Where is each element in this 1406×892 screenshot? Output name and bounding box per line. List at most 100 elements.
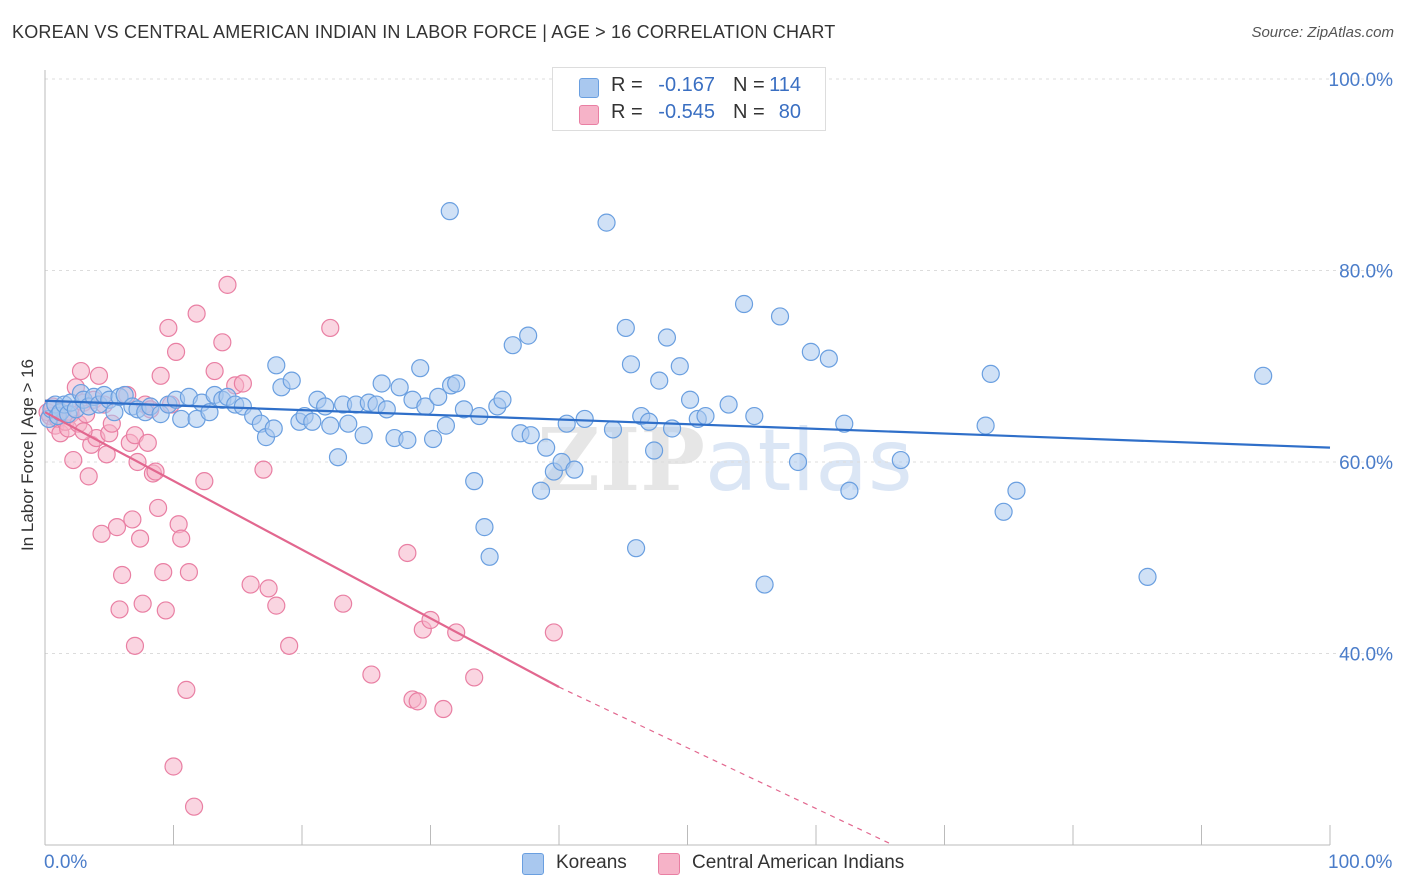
- r-label: R =: [611, 101, 643, 123]
- data-point: [390, 378, 409, 397]
- data-point: [755, 575, 774, 594]
- data-point: [177, 680, 196, 699]
- y-tick-label: 100.0%: [1329, 70, 1394, 91]
- data-point: [770, 307, 790, 326]
- data-point: [519, 326, 538, 345]
- data-point: [423, 429, 443, 449]
- data-point: [1138, 567, 1157, 587]
- data-point: [267, 356, 286, 375]
- data-point: [112, 565, 132, 585]
- data-point: [328, 448, 348, 467]
- data-point: [172, 409, 191, 429]
- central-american-indians-swatch: [658, 853, 680, 875]
- y-tick-labels: 40.0% 60.0% 80.0% 100.0%: [1329, 70, 1394, 666]
- data-point: [166, 342, 186, 361]
- data-point: [644, 441, 664, 460]
- data-point: [321, 416, 340, 435]
- data-point: [233, 374, 252, 393]
- stats-row-koreans: R = -0.167 N = 114: [553, 74, 825, 102]
- data-point: [259, 579, 278, 598]
- data-point: [280, 636, 299, 655]
- n-value: 80: [778, 101, 801, 123]
- central-american-indians-swatch: [579, 105, 599, 125]
- trend-lines: [44, 399, 1331, 846]
- data-point: [440, 202, 459, 221]
- data-point: [1007, 481, 1026, 500]
- data-point: [71, 361, 91, 381]
- n-label: N =: [733, 101, 765, 123]
- data-point: [531, 481, 551, 500]
- source-credit: Source: ZipAtlas.com: [1251, 24, 1394, 41]
- data-point: [429, 387, 448, 406]
- data-point: [316, 397, 335, 416]
- data-point: [130, 529, 150, 548]
- data-point: [105, 403, 124, 422]
- data-point: [187, 304, 206, 323]
- koreans-swatch: [579, 78, 599, 98]
- data-point: [408, 692, 427, 711]
- data-point: [254, 460, 273, 479]
- axes: [44, 70, 1331, 846]
- data-point: [213, 333, 232, 352]
- n-value: 114: [769, 74, 801, 96]
- data-point: [151, 366, 170, 385]
- data-point: [148, 498, 168, 518]
- grid-lines: [45, 78, 1392, 654]
- data-point: [465, 472, 484, 491]
- data-point: [107, 518, 127, 537]
- data-point: [303, 412, 322, 431]
- data-point: [89, 366, 109, 385]
- data-point: [565, 460, 584, 479]
- data-point: [241, 575, 260, 594]
- data-point: [377, 400, 396, 419]
- data-point: [321, 318, 340, 338]
- data-point: [454, 400, 474, 419]
- data-point: [597, 213, 616, 232]
- data-point: [79, 467, 98, 486]
- data-point: [819, 349, 838, 368]
- stats-row-central-american-indians: R = -0.545 N = 80: [553, 101, 825, 129]
- data-point: [339, 414, 358, 433]
- data-point: [465, 668, 484, 687]
- data-point: [205, 361, 224, 381]
- trend-line: [44, 411, 560, 688]
- data-point: [670, 357, 689, 376]
- data-point: [398, 543, 417, 563]
- x-tick-label-max: 100.0%: [1328, 852, 1393, 873]
- data-point: [696, 406, 715, 426]
- data-point: [179, 563, 199, 582]
- data-point: [411, 359, 430, 378]
- data-point: [480, 547, 499, 566]
- koreans-swatch: [522, 853, 544, 875]
- n-label: N =: [733, 74, 765, 96]
- data-point: [154, 563, 173, 582]
- data-point: [195, 472, 214, 491]
- stats-legend: R = -0.167 N = 114 R = -0.545 N = 80: [552, 67, 826, 131]
- y-tick-label: 60.0%: [1339, 453, 1393, 474]
- data-point: [503, 336, 522, 355]
- data-point: [282, 371, 301, 390]
- data-point: [398, 430, 417, 450]
- data-point: [626, 539, 646, 558]
- data-point: [334, 594, 353, 613]
- data-point: [981, 364, 1000, 384]
- data-point: [575, 409, 594, 429]
- data-point: [801, 342, 820, 361]
- data-point: [976, 416, 995, 435]
- data-point: [267, 596, 286, 615]
- data-point: [92, 524, 111, 543]
- data-point: [475, 518, 494, 537]
- data-point: [544, 623, 563, 642]
- x-tick-label-min: 0.0%: [44, 852, 88, 873]
- data-point: [616, 318, 635, 338]
- y-tick-label: 40.0%: [1339, 645, 1393, 666]
- data-point: [110, 600, 129, 619]
- legend-label: Central American Indians: [692, 852, 905, 873]
- data-point: [680, 390, 700, 409]
- data-point: [156, 601, 175, 620]
- data-points: [38, 202, 1273, 816]
- data-point: [840, 481, 859, 500]
- trend-line-extension: [558, 686, 894, 846]
- data-point: [657, 328, 677, 347]
